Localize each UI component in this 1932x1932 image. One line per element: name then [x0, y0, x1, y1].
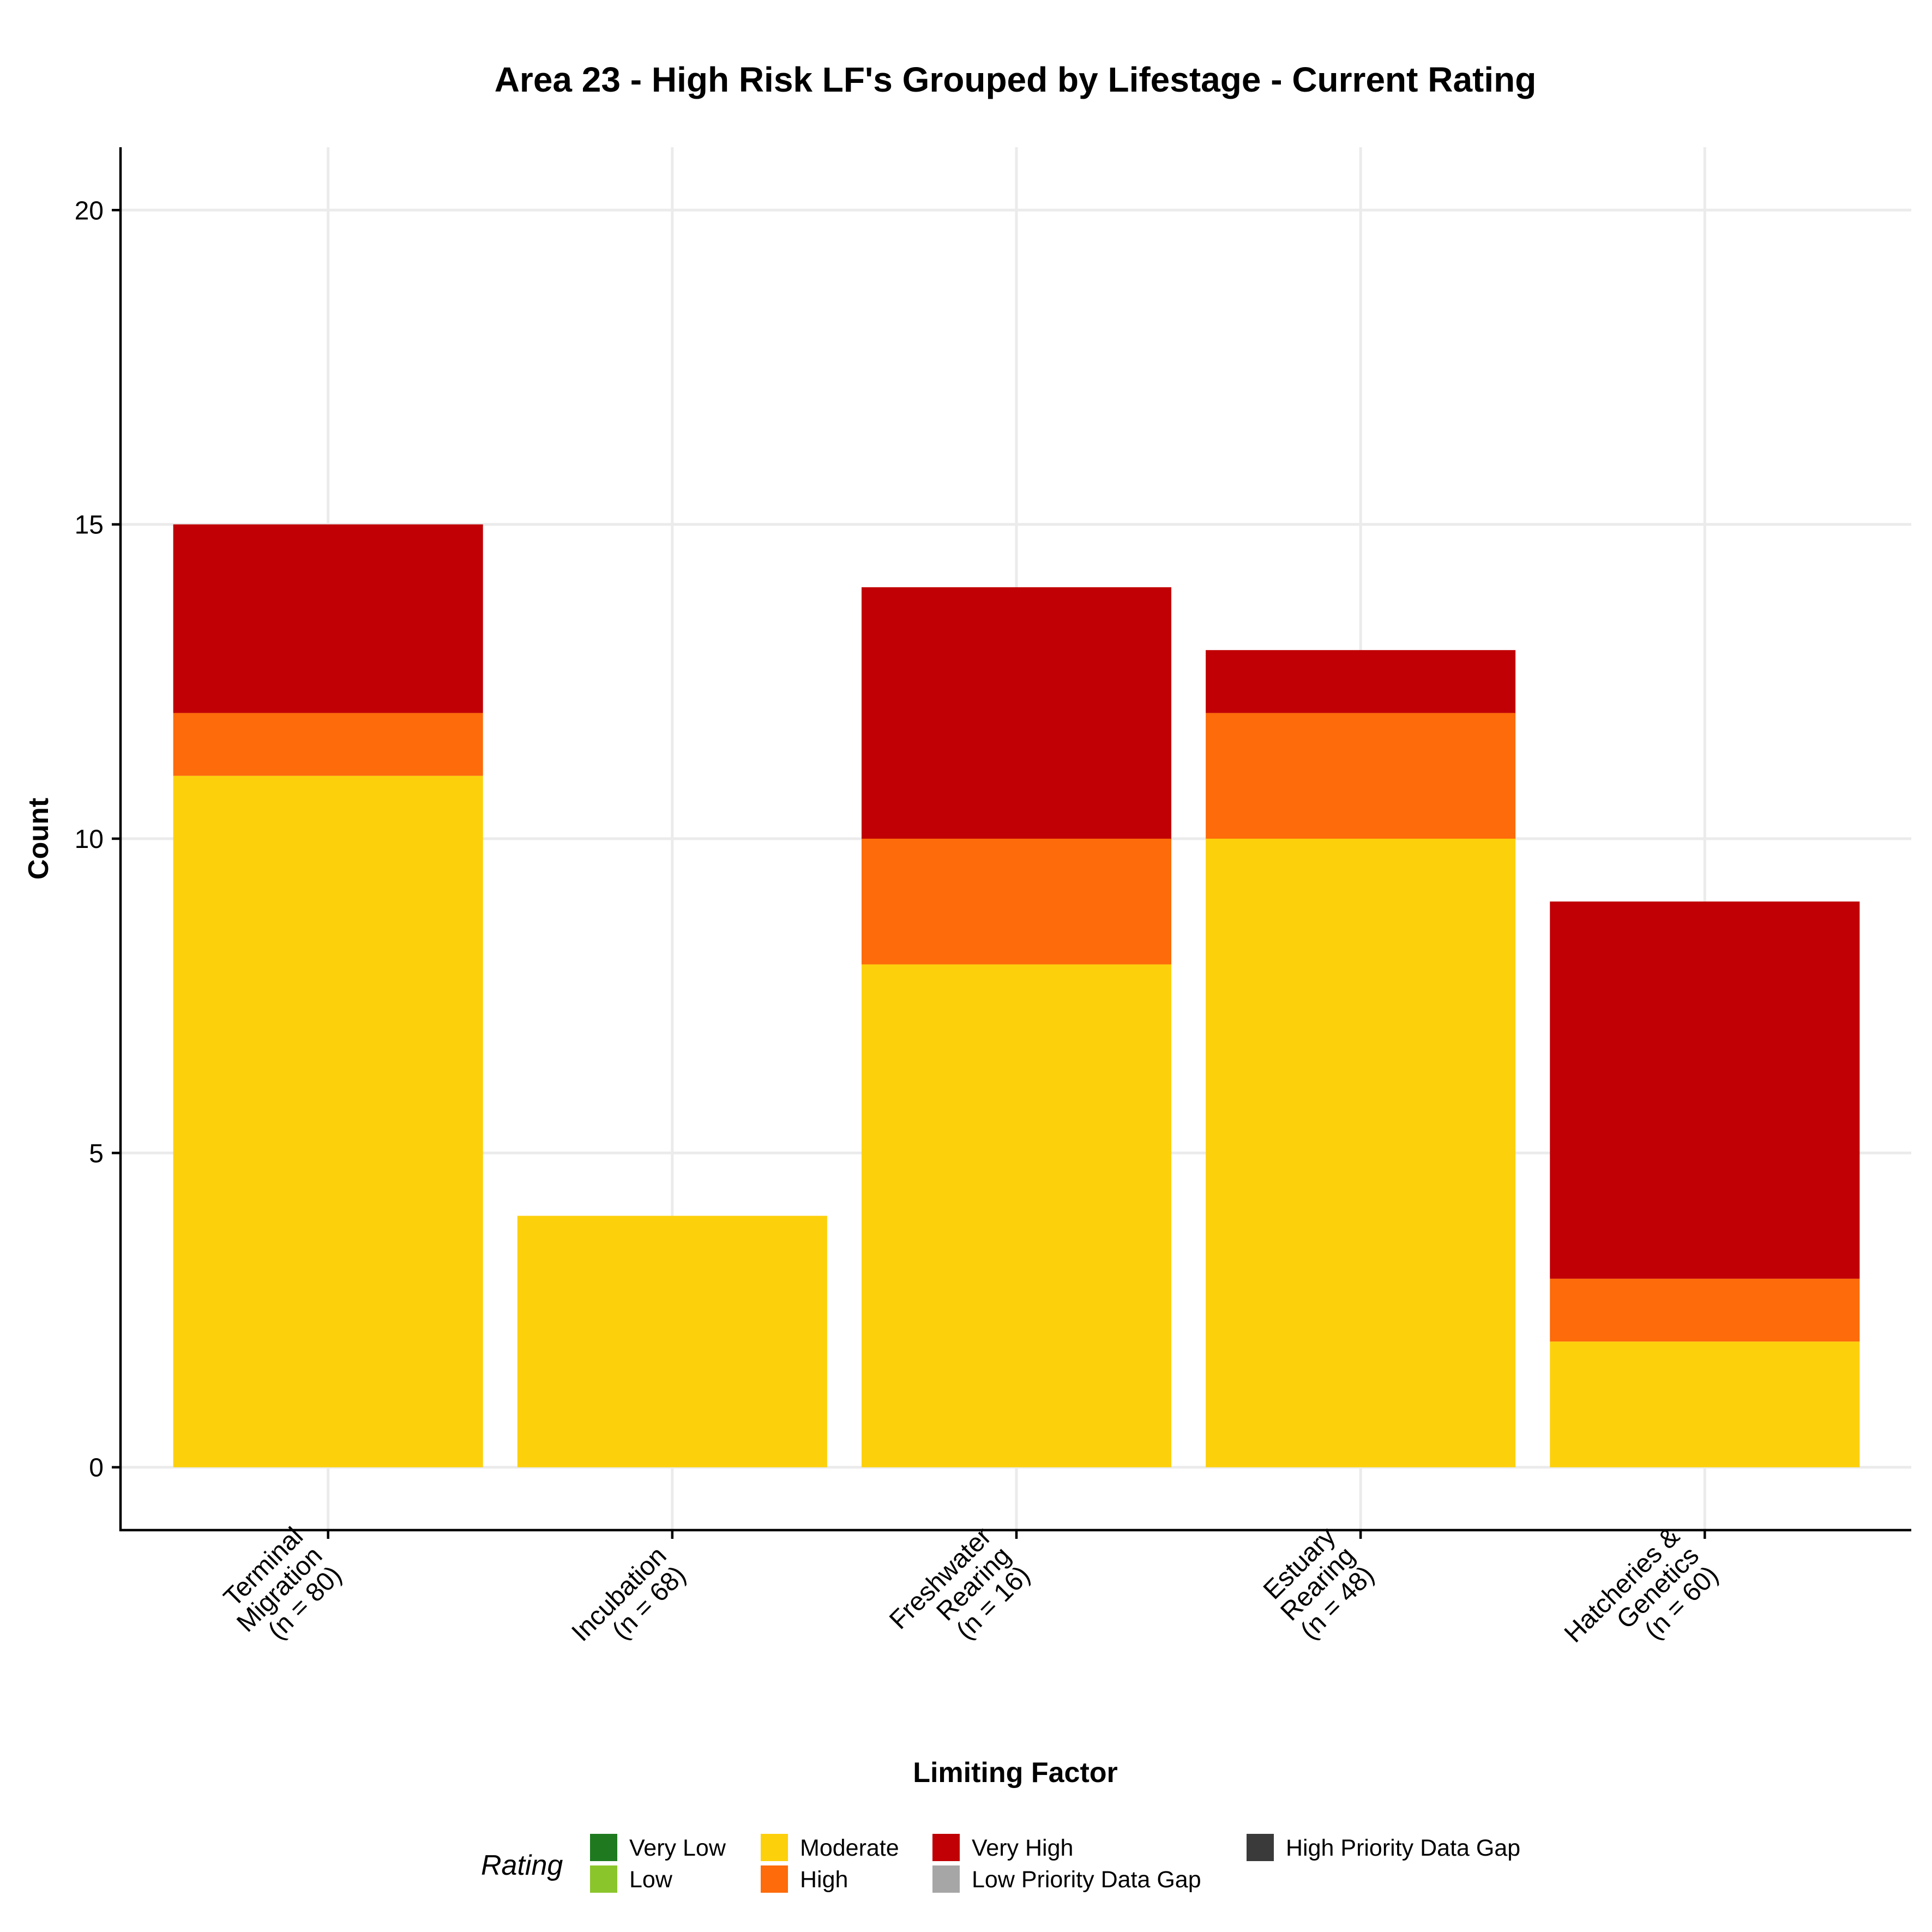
bar-segment-high: [173, 713, 483, 776]
legend-swatch: [590, 1865, 617, 1893]
legend-swatch: [932, 1865, 960, 1893]
chart-title: Area 23 - High Risk LF's Grouped by Life…: [495, 60, 1537, 99]
y-tick-label: 20: [75, 196, 104, 225]
legend-swatch: [761, 1865, 788, 1893]
legend-label: High: [800, 1867, 848, 1893]
legend-label: Low Priority Data Gap: [972, 1867, 1201, 1893]
bar-segment-very-high: [1550, 901, 1860, 1279]
bars: [173, 524, 1860, 1467]
x-tick-label: Incubation(n = 68): [566, 1541, 691, 1647]
y-tick-label: 15: [75, 511, 104, 540]
bar-segment-high: [1206, 713, 1516, 839]
legend-swatch: [1247, 1834, 1274, 1861]
y-tick-label: 10: [75, 825, 104, 854]
y-axis-ticks: 0 5 10 15 20: [75, 196, 121, 1483]
legend-swatch: [761, 1834, 788, 1861]
legend-swatch: [590, 1834, 617, 1861]
y-axis-title: Count: [23, 798, 55, 880]
legend-swatch: [932, 1834, 960, 1861]
bar-segment-moderate: [173, 775, 483, 1467]
bar-segment-moderate: [1206, 839, 1516, 1467]
legend-label: Moderate: [800, 1835, 899, 1861]
bar-segment-high: [1550, 1278, 1860, 1342]
legend-label: High Priority Data Gap: [1286, 1835, 1520, 1861]
bar-segment-moderate: [861, 964, 1172, 1467]
bar-segment-moderate: [1550, 1341, 1860, 1467]
bar-segment-very-high: [1206, 650, 1516, 713]
legend-title: Rating: [481, 1850, 563, 1881]
y-tick-label: 5: [89, 1139, 104, 1168]
bar-segment-very-high: [173, 524, 483, 713]
x-tick-label: Hatcheries &Genetics(n = 60): [1559, 1522, 1724, 1648]
x-axis-title: Limiting Factor: [913, 1757, 1118, 1789]
bar-segment-high: [861, 839, 1172, 965]
bar-segment-very-high: [861, 587, 1172, 839]
legend: Rating Very Low Low Moderate High Very High L…: [481, 1834, 1520, 1893]
y-tick-label: 0: [89, 1454, 104, 1483]
legend-label: Very High: [972, 1835, 1073, 1861]
legend-label: Very Low: [629, 1835, 726, 1861]
legend-label: Low: [629, 1867, 673, 1893]
bar-segment-moderate: [517, 1215, 827, 1467]
